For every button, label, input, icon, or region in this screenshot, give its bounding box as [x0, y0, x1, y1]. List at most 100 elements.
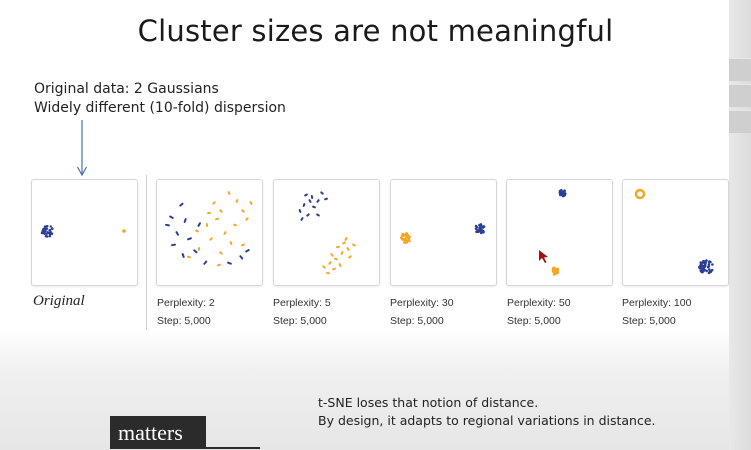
- data-point: [402, 234, 406, 237]
- panel-caption: Perplexity: 100 Step: 5,000: [622, 294, 691, 330]
- panel-caption: Perplexity: 2 Step: 5,000: [157, 294, 215, 330]
- blue-cluster: [558, 189, 567, 198]
- side-tab[interactable]: [729, 58, 751, 81]
- data-point: [701, 264, 705, 268]
- side-tab[interactable]: [729, 110, 751, 133]
- data-point: [50, 232, 54, 235]
- data-point: [43, 225, 47, 228]
- data-point: [703, 268, 706, 272]
- data-point: [49, 225, 52, 228]
- tsne-plot-perplexity-50: [506, 179, 613, 286]
- data-point: [48, 234, 52, 237]
- step-label: Step: 5,000: [390, 315, 444, 327]
- down-arrow-icon: [76, 120, 88, 177]
- data-point: [49, 228, 52, 232]
- mouse-cursor-icon: [539, 250, 548, 263]
- orange-points: [322, 237, 356, 275]
- data-point: [47, 231, 51, 235]
- data-point: [44, 230, 47, 233]
- data-point: [554, 268, 558, 271]
- note-line: By design, it adapts to regional variati…: [318, 413, 656, 428]
- data-point: [710, 268, 714, 272]
- original-label: Original: [33, 293, 85, 309]
- annotation-line: Original data: 2 Gaussians: [34, 81, 219, 97]
- data-point: [404, 234, 408, 237]
- orange-cluster: [122, 229, 126, 233]
- data-point: [479, 224, 482, 227]
- data-point: [49, 230, 52, 234]
- perplexity-label: Perplexity: 2: [157, 297, 215, 309]
- data-point: [553, 272, 557, 276]
- data-point: [43, 232, 47, 235]
- divider: [146, 175, 147, 330]
- data-point: [552, 266, 556, 270]
- orange-ring-cluster: [634, 188, 646, 200]
- perplexity-label: Perplexity: 5: [273, 297, 331, 309]
- step-label: Step: 5,000: [507, 315, 561, 327]
- side-panel-strip: [729, 0, 751, 450]
- side-tab[interactable]: [729, 84, 751, 107]
- data-point: [707, 263, 711, 266]
- data-point: [42, 231, 45, 234]
- annotation-line: Widely different (10-fold) dispersion: [34, 100, 286, 116]
- perplexity-label: Perplexity: 50: [507, 297, 571, 309]
- orange-points: [187, 191, 253, 267]
- step-label: Step: 5,000: [273, 315, 327, 327]
- data-point: [403, 241, 406, 244]
- data-point: [475, 226, 479, 229]
- data-point: [706, 265, 710, 269]
- data-point: [42, 227, 46, 230]
- explanation-note: t-SNE loses that notion of distance. By …: [318, 394, 656, 430]
- data-point: [704, 260, 707, 264]
- data-point: [45, 227, 49, 230]
- blue-points: [298, 191, 328, 221]
- slide-title: Cluster sizes are not meaningful: [137, 14, 614, 48]
- data-point: [45, 232, 48, 236]
- data-point: [479, 231, 483, 235]
- data-point: [478, 229, 482, 232]
- data-point: [711, 263, 714, 266]
- subtitle-underline: [206, 447, 260, 449]
- data-point: [708, 268, 711, 271]
- orange-cluster: [551, 266, 559, 276]
- data-point: [707, 271, 711, 275]
- data-point: [560, 192, 563, 195]
- data-point: [700, 263, 703, 266]
- scatter-plot: [165, 191, 253, 267]
- video-subtitle: matters: [110, 416, 206, 449]
- data-point: [705, 269, 708, 273]
- perplexity-label: Perplexity: 100: [622, 297, 692, 309]
- data-point: [481, 229, 485, 233]
- data-point: [709, 260, 712, 264]
- tsne-plot-perplexity-2: [156, 179, 263, 286]
- scatter-plot: [539, 189, 567, 276]
- data-point: [698, 266, 702, 270]
- blue-cluster: [474, 223, 486, 235]
- data-point: [402, 237, 406, 241]
- data-point: [482, 225, 485, 229]
- tsne-plot-perplexity-100: [622, 179, 729, 286]
- data-point: [701, 261, 705, 264]
- data-point: [561, 194, 565, 198]
- note-line: t-SNE loses that notion of distance.: [318, 395, 539, 410]
- annotation: Original data: 2 Gaussians Widely differ…: [34, 80, 286, 118]
- step-label: Step: 5,000: [622, 315, 676, 327]
- data-point: [558, 189, 562, 193]
- data-point: [45, 225, 49, 228]
- data-point: [562, 190, 565, 194]
- scatter-plot: [634, 188, 714, 275]
- data-point: [699, 261, 703, 264]
- panel-caption: Perplexity: 50 Step: 5,000: [507, 294, 571, 330]
- scatter-plot: [399, 223, 486, 244]
- data-point: [399, 236, 403, 240]
- perplexity-label: Perplexity: 30: [390, 297, 454, 309]
- blue-cluster: [40, 225, 54, 238]
- data-point: [50, 227, 54, 230]
- blue-cluster: [698, 259, 714, 275]
- panel-caption: Perplexity: 5 Step: 5,000: [273, 294, 331, 330]
- data-point: [405, 239, 408, 243]
- data-point: [700, 270, 703, 274]
- step-label: Step: 5,000: [157, 315, 211, 327]
- tsne-plot-perplexity-30: [390, 179, 497, 286]
- scatter-plot: [298, 191, 356, 275]
